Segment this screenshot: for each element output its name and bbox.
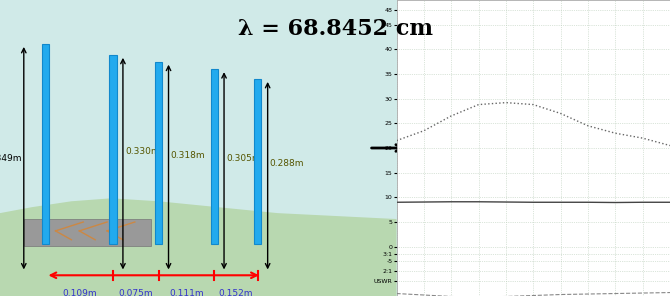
Text: 0.330m: 0.330m [125, 147, 159, 156]
FancyBboxPatch shape [24, 219, 151, 246]
Text: 0.288m: 0.288m [269, 159, 304, 168]
FancyBboxPatch shape [210, 69, 218, 244]
Text: 0.152m: 0.152m [218, 289, 253, 296]
Polygon shape [0, 198, 397, 296]
Text: 0.305m: 0.305m [226, 155, 261, 163]
Text: 0.318m: 0.318m [170, 151, 205, 160]
Text: 0.109m: 0.109m [62, 289, 96, 296]
FancyBboxPatch shape [109, 55, 117, 244]
Text: 0.349m: 0.349m [0, 154, 22, 163]
FancyBboxPatch shape [254, 79, 261, 244]
FancyBboxPatch shape [155, 62, 162, 244]
Text: 0.111m: 0.111m [169, 289, 204, 296]
Text: 0.075m: 0.075m [119, 289, 153, 296]
Text: λ = 68.8452 cm: λ = 68.8452 cm [237, 18, 433, 40]
FancyBboxPatch shape [42, 44, 49, 244]
